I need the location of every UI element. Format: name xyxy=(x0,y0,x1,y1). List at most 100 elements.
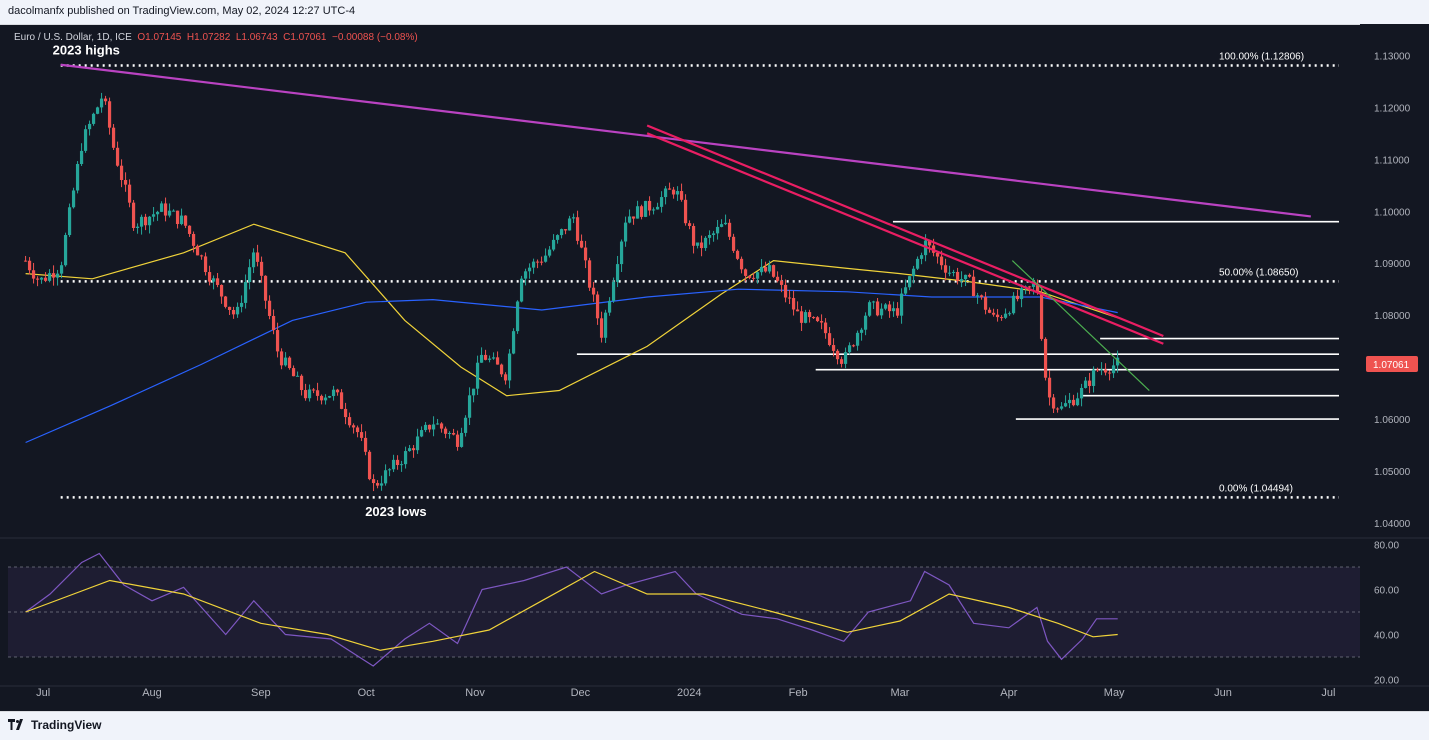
candle-body xyxy=(323,397,328,401)
candle-body xyxy=(27,260,32,271)
candle-body xyxy=(591,287,596,295)
candle-body xyxy=(71,190,76,208)
candle-body xyxy=(351,425,356,428)
candle-body xyxy=(407,448,412,452)
time-tick-label: Jul xyxy=(1321,687,1335,699)
candle-body xyxy=(655,206,660,210)
candle-body xyxy=(743,269,748,276)
last-price-label: 1.07061 xyxy=(1373,360,1410,371)
candle-body xyxy=(43,277,48,281)
trendline-channel-upper[interactable] xyxy=(646,124,1164,337)
candle-body xyxy=(215,278,220,285)
publisher-text: dacolmanfx published on TradingView.com,… xyxy=(8,5,356,17)
candle-body xyxy=(363,437,368,452)
candle-body xyxy=(563,229,568,231)
candle-body xyxy=(595,294,600,319)
candle-body xyxy=(635,206,640,219)
symbol-legend: Euro / U.S. Dollar, 1D, ICE O1.07145 H1.… xyxy=(14,32,418,43)
candle-body xyxy=(887,304,892,312)
rsi-tick-label: 40.00 xyxy=(1374,631,1399,642)
time-tick-label: Aug xyxy=(142,687,162,699)
candle-body xyxy=(59,265,64,274)
candle-body xyxy=(227,306,232,311)
candle-body xyxy=(1011,295,1016,314)
chart-annotation: 2023 lows xyxy=(365,504,426,519)
candle-body xyxy=(555,235,560,240)
candle-body xyxy=(367,451,372,480)
candle-body xyxy=(911,268,916,277)
footer: TradingView xyxy=(0,711,1429,740)
candle-body xyxy=(519,278,524,302)
candle-body xyxy=(991,312,996,315)
candle-body xyxy=(1107,372,1112,374)
candle-body xyxy=(1059,406,1064,409)
candle-body xyxy=(83,129,88,151)
last-price-tag xyxy=(1366,355,1418,372)
time-tick-label: Dec xyxy=(571,687,591,699)
candle-body xyxy=(475,362,480,389)
candle-body xyxy=(339,392,344,409)
candle-body xyxy=(687,223,692,226)
candle-body xyxy=(491,357,496,359)
candle-body xyxy=(995,314,1000,318)
candle-body xyxy=(147,216,152,226)
candle-body xyxy=(799,311,804,323)
candle-body xyxy=(891,308,896,312)
candle-body xyxy=(819,321,824,323)
trendline-channel-lower[interactable] xyxy=(646,132,1164,345)
price-tick-label: 1.05000 xyxy=(1374,467,1411,478)
candle-body xyxy=(399,464,404,466)
candle-body xyxy=(971,276,976,297)
candle-body xyxy=(935,252,940,257)
candle-body xyxy=(219,284,224,297)
candle-body xyxy=(1091,369,1096,386)
price-chart[interactable]: 1.13000 1.12000 1.11000 1.10000 1.09000 1.080… xyxy=(0,24,1429,711)
candle-body xyxy=(583,247,588,261)
candle-body xyxy=(1099,369,1104,371)
candle-body xyxy=(139,216,144,227)
candle-body xyxy=(703,237,708,249)
candle-body xyxy=(951,271,956,273)
candle-body xyxy=(843,352,848,364)
candle-body xyxy=(95,107,100,114)
candle-body xyxy=(559,229,564,236)
candle-body xyxy=(1031,283,1036,287)
candle-body xyxy=(527,267,532,272)
candle-body xyxy=(279,351,284,366)
fib-level-label: 0.00% (1.04494) xyxy=(1219,483,1293,494)
time-tick-label: May xyxy=(1104,687,1125,699)
candle-body xyxy=(195,245,200,256)
candle-body xyxy=(67,207,72,236)
candle-body xyxy=(167,210,172,216)
candle-body xyxy=(439,423,444,429)
trendline-short-term-downtrend[interactable] xyxy=(1011,260,1150,391)
candle-body xyxy=(191,233,196,246)
candle-body xyxy=(31,270,36,279)
candle-body xyxy=(1063,403,1068,407)
candle-body xyxy=(763,266,768,272)
candle-body xyxy=(1067,399,1072,404)
candle-body xyxy=(907,276,912,288)
candle-body xyxy=(255,252,260,262)
candle-body xyxy=(347,417,352,426)
price-tick-label: 1.04000 xyxy=(1374,519,1411,530)
candle-body xyxy=(571,217,576,219)
candle-body xyxy=(539,261,544,263)
candle-body xyxy=(659,197,664,207)
candle-body xyxy=(343,408,348,418)
candle-body xyxy=(327,396,332,398)
candle-body xyxy=(983,297,988,310)
candle-body xyxy=(547,249,552,256)
candle-body xyxy=(1027,286,1032,288)
candle-body xyxy=(171,210,176,212)
candle-body xyxy=(1103,369,1108,373)
rsi-tick-label: 80.00 xyxy=(1374,541,1399,552)
ohlc-low: L1.06743 xyxy=(235,32,278,43)
candle-body xyxy=(811,317,816,319)
candle-body xyxy=(663,188,668,198)
candle-body xyxy=(715,226,720,234)
candle-body xyxy=(619,241,624,265)
candle-body xyxy=(867,302,872,316)
candle-body xyxy=(127,184,132,203)
tradingview-logo[interactable]: TradingView xyxy=(8,718,101,732)
